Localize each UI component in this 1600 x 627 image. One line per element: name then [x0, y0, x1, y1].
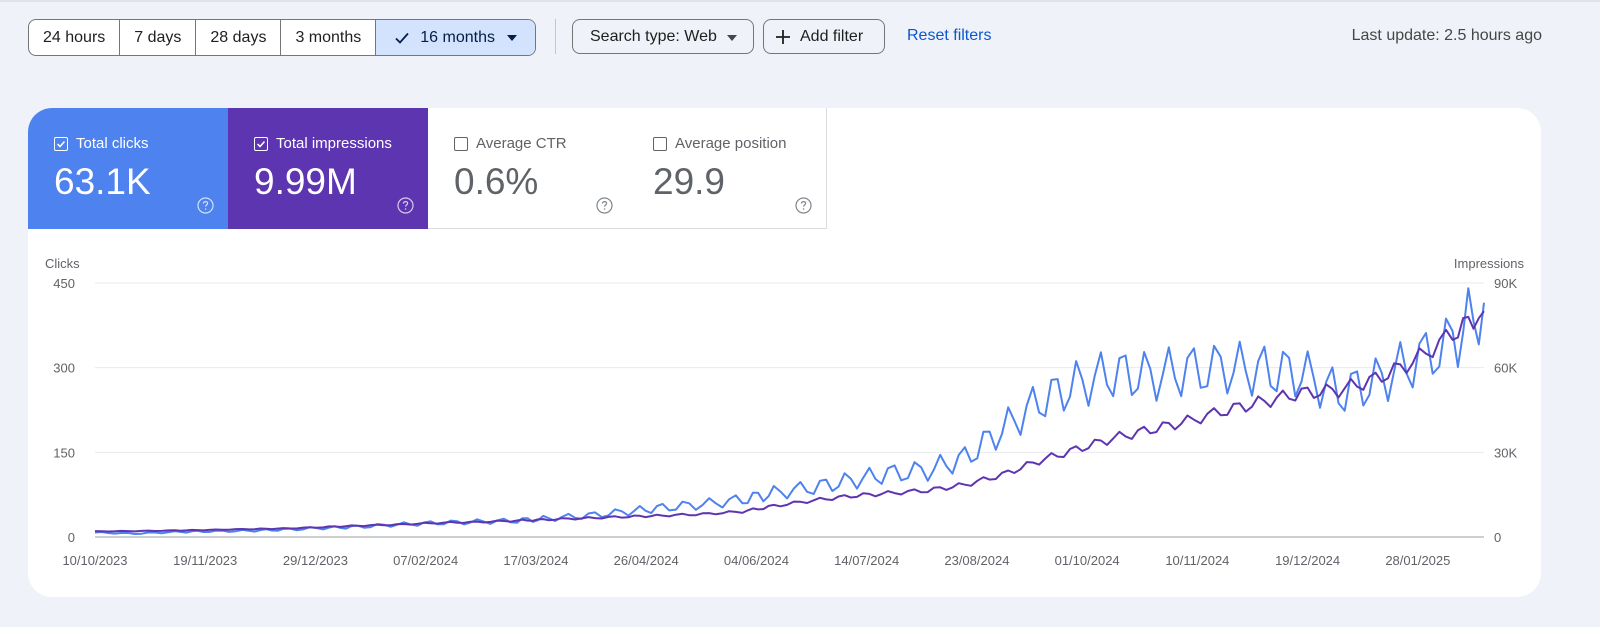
- clicks-series-line: [94, 287, 1485, 535]
- metric-label: Total impressions: [276, 135, 392, 152]
- x-tick-label: 07/02/2024: [393, 553, 458, 568]
- y-axis-right-ticks: 0 30K 60K 90K: [1494, 276, 1517, 545]
- x-tick-label: 17/03/2024: [503, 553, 568, 568]
- chart-series: [94, 287, 1485, 535]
- metric-total-clicks[interactable]: Total clicks 63.1K: [28, 108, 228, 229]
- range-label: 7 days: [134, 28, 182, 46]
- y-right-tick-label: 0: [1494, 530, 1501, 545]
- y-left-tick-label: 450: [53, 276, 75, 291]
- search-type-filter[interactable]: Search type: Web: [572, 19, 754, 54]
- reset-filters-link[interactable]: Reset filters: [907, 27, 992, 44]
- range-label: 24 hours: [43, 28, 106, 46]
- range-24-hours[interactable]: 24 hours: [29, 20, 121, 55]
- y-right-tick-label: 30K: [1494, 445, 1517, 460]
- metric-value: 0.6%: [454, 161, 539, 202]
- metric-average-position[interactable]: Average position 29.9: [627, 108, 827, 229]
- metric-label: Average position: [675, 135, 787, 152]
- metric-header: Total impressions: [254, 135, 392, 152]
- metric-total-impressions[interactable]: Total impressions 9.99M: [228, 108, 428, 229]
- add-filter-label: Add filter: [800, 27, 864, 45]
- search-type-label: Search type: Web: [590, 27, 717, 45]
- x-tick-label: 10/11/2024: [1165, 553, 1229, 568]
- metric-average-ctr[interactable]: Average CTR 0.6%: [428, 108, 628, 229]
- range-7-days[interactable]: 7 days: [120, 20, 197, 55]
- y-left-tick-label: 0: [68, 530, 75, 545]
- checkbox-icon[interactable]: [54, 136, 68, 151]
- help-icon[interactable]: [197, 197, 214, 214]
- performance-chart[interactable]: Clicks Impressions 0 150 300 450 0 30K 60K 90K…: [28, 108, 1541, 597]
- x-tick-label: 23/08/2024: [944, 553, 1009, 568]
- y-left-tick-label: 150: [53, 445, 75, 460]
- y-left-tick-label: 300: [53, 361, 75, 376]
- metric-value: 9.99M: [254, 161, 357, 202]
- top-divider: [0, 0, 1600, 2]
- metric-header: Total clicks: [54, 135, 149, 152]
- last-update-text: Last update: 2.5 hours ago: [1351, 27, 1542, 44]
- x-tick-label: 19/11/2023: [173, 553, 237, 568]
- y-axis-right-title: Impressions: [1454, 256, 1525, 271]
- x-tick-label: 19/12/2024: [1275, 553, 1340, 568]
- x-tick-label: 14/07/2024: [834, 553, 899, 568]
- checkbox-icon[interactable]: [254, 136, 268, 151]
- y-axis-left-ticks: 0 150 300 450: [53, 276, 75, 545]
- plus-icon: [776, 29, 790, 44]
- filter-divider: [555, 19, 556, 54]
- x-axis-ticks: 10/10/2023 19/11/2023 29/12/2023 07/02/2024…: [62, 553, 1450, 568]
- checkbox-icon[interactable]: [653, 136, 667, 151]
- x-tick-label: 10/10/2023: [62, 553, 127, 568]
- x-tick-label: 26/04/2024: [614, 553, 679, 568]
- y-axis-left-title: Clicks: [45, 256, 80, 271]
- metric-value: 29.9: [653, 161, 726, 202]
- check-icon: [394, 30, 410, 46]
- range-3-months[interactable]: 3 months: [281, 20, 377, 55]
- metric-label: Total clicks: [76, 135, 149, 152]
- x-tick-label: 01/10/2024: [1055, 553, 1120, 568]
- x-tick-label: 28/01/2025: [1385, 553, 1450, 568]
- range-28-days[interactable]: 28 days: [196, 20, 282, 55]
- x-tick-label: 04/06/2024: [724, 553, 789, 568]
- range-16-months[interactable]: 16 months: [376, 20, 535, 55]
- chart-grid: [95, 282, 1484, 538]
- metric-header: Average position: [653, 135, 786, 152]
- range-label: 28 days: [210, 28, 267, 46]
- metric-header: Average CTR: [454, 135, 567, 152]
- metric-label: Average CTR: [476, 135, 567, 152]
- help-icon[interactable]: [795, 197, 812, 214]
- help-icon[interactable]: [596, 197, 613, 214]
- dropdown-arrow-icon: [727, 28, 737, 46]
- x-tick-label: 29/12/2023: [283, 553, 348, 568]
- y-right-tick-label: 60K: [1494, 361, 1517, 376]
- date-range-selector: 24 hours 7 days 28 days 3 months 16 mont…: [28, 19, 536, 56]
- metric-value: 63.1K: [54, 161, 151, 202]
- help-icon[interactable]: [397, 197, 414, 214]
- checkbox-icon[interactable]: [454, 136, 468, 151]
- add-filter-button[interactable]: Add filter: [763, 19, 885, 54]
- impressions-series-line: [94, 310, 1485, 533]
- performance-card: Total clicks 63.1K Total impressions 9.9…: [28, 108, 1541, 597]
- range-label: 3 months: [295, 28, 362, 46]
- y-right-tick-label: 90K: [1494, 276, 1517, 291]
- range-label: 16 months: [420, 28, 495, 46]
- dropdown-arrow-icon: [506, 34, 517, 41]
